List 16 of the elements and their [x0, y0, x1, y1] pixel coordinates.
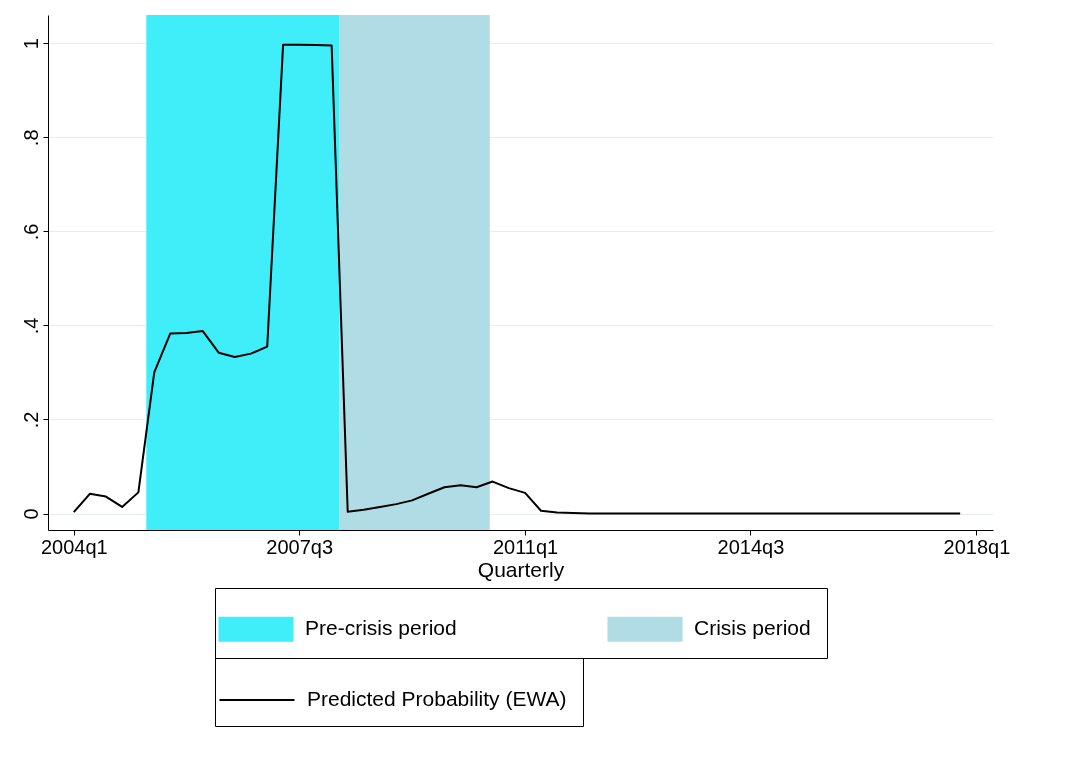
- legend-label: Predicted Probability (EWA): [307, 687, 567, 710]
- x-tick-label: 2007q3: [266, 535, 334, 558]
- x-tick-label: 2014q3: [717, 535, 785, 558]
- y-tick-label: .2: [19, 411, 42, 429]
- y-tick-label: .4: [19, 317, 42, 335]
- y-tick-label: .6: [19, 223, 42, 241]
- x-tick-label: 2004q1: [40, 535, 108, 558]
- y-tick-label: 1: [19, 38, 42, 50]
- y-tick-label: .8: [19, 129, 42, 147]
- legend-label: Crisis period: [694, 616, 811, 640]
- x-axis-title: Quarterly: [477, 557, 565, 581]
- x-tick-label: 2018q1: [943, 535, 1011, 558]
- legend-label: Pre-crisis period: [305, 616, 457, 640]
- y-tick-label: 0: [19, 508, 42, 520]
- line-series: [72, 43, 962, 515]
- x-tick-label: 2011q1: [492, 535, 559, 558]
